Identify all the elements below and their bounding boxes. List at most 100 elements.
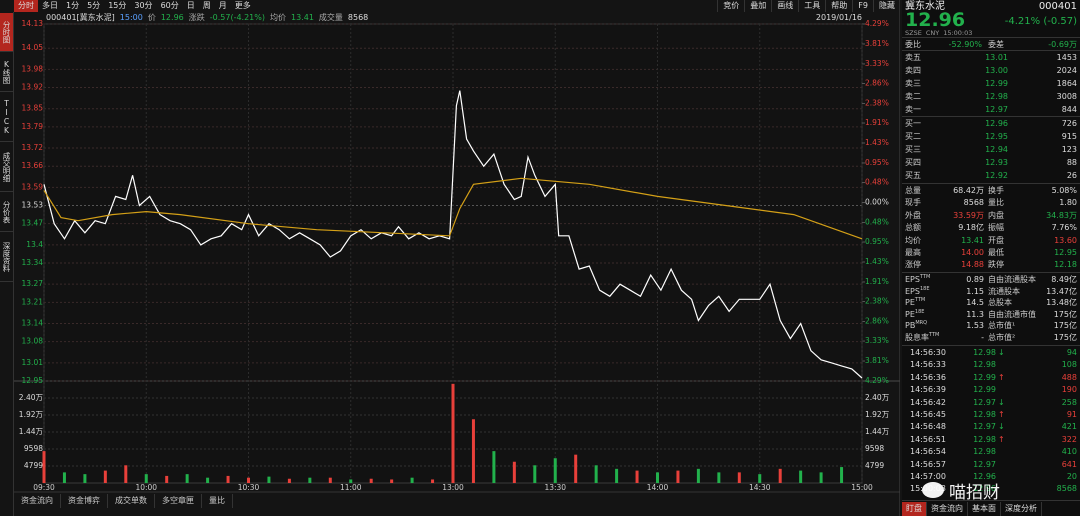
quote-tab[interactable]: 资金流向 bbox=[927, 502, 968, 516]
toolbar-tab[interactable]: 周 bbox=[202, 1, 211, 10]
order-level: 买一 bbox=[905, 119, 921, 128]
bottom-tab[interactable]: 资金博弈 bbox=[61, 494, 108, 508]
order-volume: 915 bbox=[1061, 132, 1077, 141]
toolbar-tab[interactable]: 多日 bbox=[42, 1, 58, 10]
side-tab[interactable]: TICK bbox=[0, 93, 13, 142]
y2-tick-label: 4.29% bbox=[865, 376, 889, 385]
x-tick-label: 10:30 bbox=[238, 483, 260, 492]
x-tick-label: 15:00 bbox=[851, 483, 873, 492]
x-tick-label: 14:00 bbox=[647, 483, 669, 492]
y2-tick-label: 1.43% bbox=[865, 257, 889, 266]
volume-bar bbox=[819, 472, 823, 483]
y-tick-label: 13.98 bbox=[22, 64, 44, 73]
tick-arrow: ↓ bbox=[998, 422, 1005, 432]
volume-bar bbox=[840, 467, 844, 483]
quote-exchange: SZSE bbox=[905, 29, 922, 37]
tick-price: 12.98 bbox=[973, 360, 996, 370]
toolbar-tab[interactable]: 1分 bbox=[66, 1, 80, 10]
y-tick-label: 13.21 bbox=[22, 297, 44, 306]
toolbar-tab[interactable]: 分时 bbox=[14, 0, 38, 12]
info-price-label: 价 bbox=[147, 13, 156, 22]
order-volume: 88 bbox=[1066, 158, 1077, 167]
toolbar-button[interactable]: 叠加 bbox=[744, 0, 771, 12]
bottom-tab[interactable]: 量比 bbox=[202, 494, 233, 508]
y-tick-label: 13.92 bbox=[22, 83, 44, 92]
toolbar-tab[interactable]: 月 bbox=[218, 1, 227, 10]
volume-tick-label: 1.44万 bbox=[865, 427, 890, 436]
toolbar-tab[interactable]: 60分 bbox=[160, 1, 179, 10]
volume-tick-label: 2.40万 bbox=[865, 393, 890, 402]
tick-time: 14:56:57 bbox=[910, 459, 946, 469]
fund-basis: TTM bbox=[919, 274, 931, 280]
fund-basis: 18E bbox=[914, 308, 925, 315]
info-price: 12.96 bbox=[160, 13, 184, 22]
volume-bar bbox=[451, 383, 455, 483]
y-tick-label: 13.14 bbox=[22, 319, 44, 328]
toolbar-button[interactable]: 工具 bbox=[798, 0, 825, 12]
stat-label: 外盘 bbox=[905, 210, 921, 220]
tick-arrow: ↑ bbox=[998, 434, 1005, 444]
stat-value: 1.80 bbox=[1059, 198, 1077, 208]
separator bbox=[902, 272, 1080, 273]
volume-bar bbox=[656, 472, 659, 483]
order-price: 13.01 bbox=[985, 53, 1008, 62]
volume-bar bbox=[431, 479, 435, 483]
toolbar: 分时 多日 1分 5分 15分 30分 60分日周月更多 bbox=[14, 0, 255, 12]
volume-bar bbox=[758, 474, 762, 483]
tick-arrow: ↓ bbox=[998, 348, 1005, 357]
stat-label: 跌停 bbox=[988, 260, 1004, 270]
volume-tick-label: 1.92万 bbox=[865, 410, 890, 419]
side-tab[interactable]: 成交明细 bbox=[0, 143, 13, 192]
quote-tab[interactable]: 基本面 bbox=[968, 502, 1001, 516]
side-tab[interactable]: 分价表 bbox=[0, 193, 13, 232]
toolbar-button[interactable]: 竞价 bbox=[717, 0, 744, 12]
fund-label: 总股本 bbox=[988, 298, 1012, 308]
y-tick-label: 13.4 bbox=[26, 240, 43, 249]
stat-label: 换手 bbox=[988, 186, 1004, 195]
toolbar-tab[interactable]: 更多 bbox=[234, 1, 251, 10]
tick-arrow: ↓ bbox=[998, 397, 1005, 407]
y2-tick-label: 3.81% bbox=[865, 356, 889, 365]
fund-value: 175亿 bbox=[1053, 321, 1077, 331]
stat-label: 内盘 bbox=[988, 210, 1004, 220]
info-volume-label: 成交量 bbox=[318, 13, 343, 22]
tick-time: 14:57:00 bbox=[910, 472, 946, 481]
y-tick-label: 13.72 bbox=[22, 143, 44, 152]
volume-bar bbox=[594, 465, 598, 483]
toolbar-tab[interactable]: 5分 bbox=[87, 1, 101, 10]
toolbar-tab[interactable]: 15分 bbox=[108, 1, 127, 10]
bottom-tab[interactable]: 成交单数 bbox=[108, 494, 155, 508]
toolbar-button[interactable]: F9 bbox=[852, 0, 873, 12]
volume-bar bbox=[267, 476, 271, 483]
tick-time: 14:56:51 bbox=[910, 434, 946, 444]
toolbar-button[interactable]: 帮助 bbox=[825, 0, 852, 12]
order-volume: 726 bbox=[1061, 119, 1077, 128]
side-tab[interactable]: K线图 bbox=[0, 53, 13, 92]
quote-tab[interactable]: 深度分析 bbox=[1001, 502, 1042, 516]
toolbar-button[interactable]: 隐藏 bbox=[873, 0, 900, 12]
side-tab[interactable]: 深度资料 bbox=[0, 233, 13, 282]
tick-price: 12.97 bbox=[973, 397, 996, 407]
volume-tick-label: 1.92万 bbox=[19, 410, 44, 419]
tick-volume: 108 bbox=[1061, 360, 1077, 370]
quote-tab[interactable]: 盯盘 bbox=[902, 502, 927, 516]
stat-label: 最高 bbox=[905, 248, 921, 257]
stat-value: 7.76% bbox=[1051, 223, 1077, 233]
volume-bar bbox=[615, 468, 619, 483]
stat-value: 12.95 bbox=[1054, 248, 1077, 257]
volume-bar bbox=[185, 474, 189, 483]
toolbar-tab[interactable]: 30分 bbox=[134, 1, 153, 10]
side-tab[interactable]: 分时图 bbox=[0, 13, 13, 52]
bottom-tab[interactable]: 多空章匣 bbox=[155, 494, 202, 508]
info-avg-label: 均价 bbox=[270, 13, 286, 22]
order-volume: 123 bbox=[1061, 145, 1077, 154]
toolbar-tab[interactable]: 日 bbox=[186, 1, 195, 10]
fund-label: PE 18E bbox=[905, 309, 924, 320]
quote-tabs: 盯盘 资金流向 基本面 深度分析 bbox=[902, 502, 1042, 516]
toolbar-button[interactable]: 画线 bbox=[771, 0, 798, 12]
stat-label: 总额 bbox=[905, 223, 921, 233]
stat-value: 68.42万 bbox=[953, 186, 984, 195]
y2-tick-label: 0.95% bbox=[865, 158, 889, 167]
order-price: 12.92 bbox=[985, 171, 1008, 180]
bottom-tab[interactable]: 资金流向 bbox=[14, 494, 61, 508]
